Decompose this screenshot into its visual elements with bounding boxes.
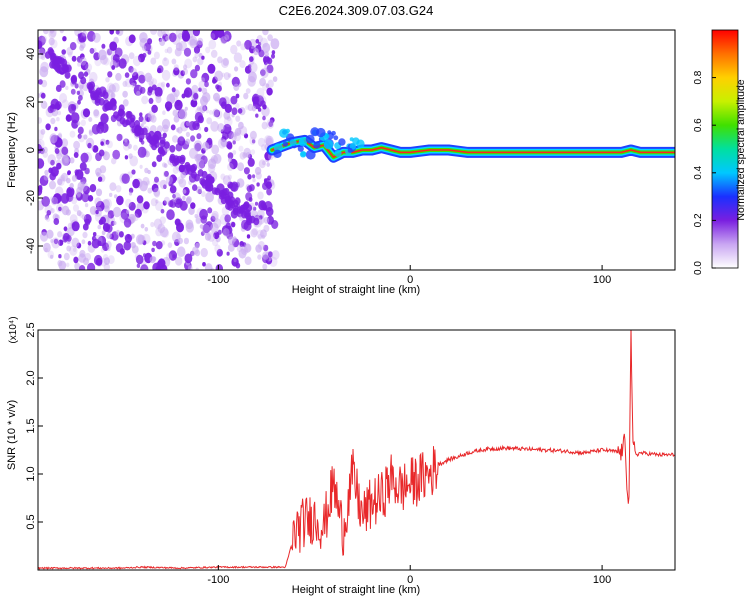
x-tick-label: 0 (407, 574, 413, 586)
spectrogram-y-axis-label: Frequency (Hz) (6, 112, 18, 188)
colorbar-tick-label: 0.2 (693, 213, 704, 227)
x-tick-label: 0 (407, 274, 413, 286)
colorbar-gradient (711, 29, 739, 269)
colorbar-tick-label: 0.8 (693, 70, 704, 84)
snr-y-ticks: 0.5 1.0 1.5 2.0 2.5 (25, 322, 43, 530)
spectrogram-content (38, 30, 675, 270)
colorbar-tick-label: 0.4 (693, 165, 704, 179)
snr-panel: -100 0 100 0.5 1.0 1.5 2.0 2.5 Height of strai… (6, 316, 676, 596)
colorbar-label: Normalized spectral amplitude (735, 79, 747, 220)
snr-x-axis-label: Height of straight line (km) (292, 584, 420, 596)
snr-frame (37, 329, 676, 571)
snr-y-axis-label: SNR (10 * v/v) (6, 400, 18, 470)
y-tick-label: -40 (25, 238, 37, 254)
y-tick-label: -20 (25, 190, 37, 206)
snr-x-ticks: -100 0 100 (207, 565, 611, 586)
snr-content (38, 330, 675, 570)
x-tick-label: -100 (207, 274, 229, 286)
chart-title: C2E6.2024.309.07.03.G24 (279, 3, 434, 18)
snr-series-line (38, 330, 675, 570)
ridge-core (271, 139, 675, 158)
colorbar-ticks: 0.0 0.2 0.4 0.6 0.8 (693, 70, 716, 275)
spectrogram-x-axis-label: Height of straight line (km) (292, 284, 420, 296)
colorbar-tick-label: 0.0 (693, 261, 704, 275)
colorbar-tick-label: 0.6 (693, 118, 704, 132)
y-tick-label: 2.0 (25, 370, 37, 385)
y-tick-label: 20 (25, 96, 37, 108)
colorbar: 0.0 0.2 0.4 0.6 0.8 Normalized spectral ampl… (693, 29, 747, 275)
spectrogram-x-ticks: -100 0 100 (207, 265, 611, 286)
x-tick-label: 100 (593, 574, 611, 586)
noise-speckles (38, 30, 280, 270)
snr-y-multiplier: (x10⁴) (8, 316, 19, 343)
signal-ridge (266, 127, 675, 163)
y-tick-label: 1.5 (25, 418, 37, 433)
y-tick-label: 1.0 (25, 466, 37, 481)
spectrogram-panel: -100 0 100 40 20 0 -20 -40 Height of straight … (6, 29, 676, 296)
spectrogram-y-ticks: 40 20 0 -20 -40 (25, 48, 43, 254)
x-tick-label: -100 (207, 574, 229, 586)
y-tick-label: 2.5 (25, 322, 37, 337)
y-tick-label: 40 (25, 48, 37, 60)
x-tick-label: 100 (593, 274, 611, 286)
y-tick-label: 0 (25, 147, 37, 153)
y-tick-label: 0.5 (25, 514, 37, 529)
